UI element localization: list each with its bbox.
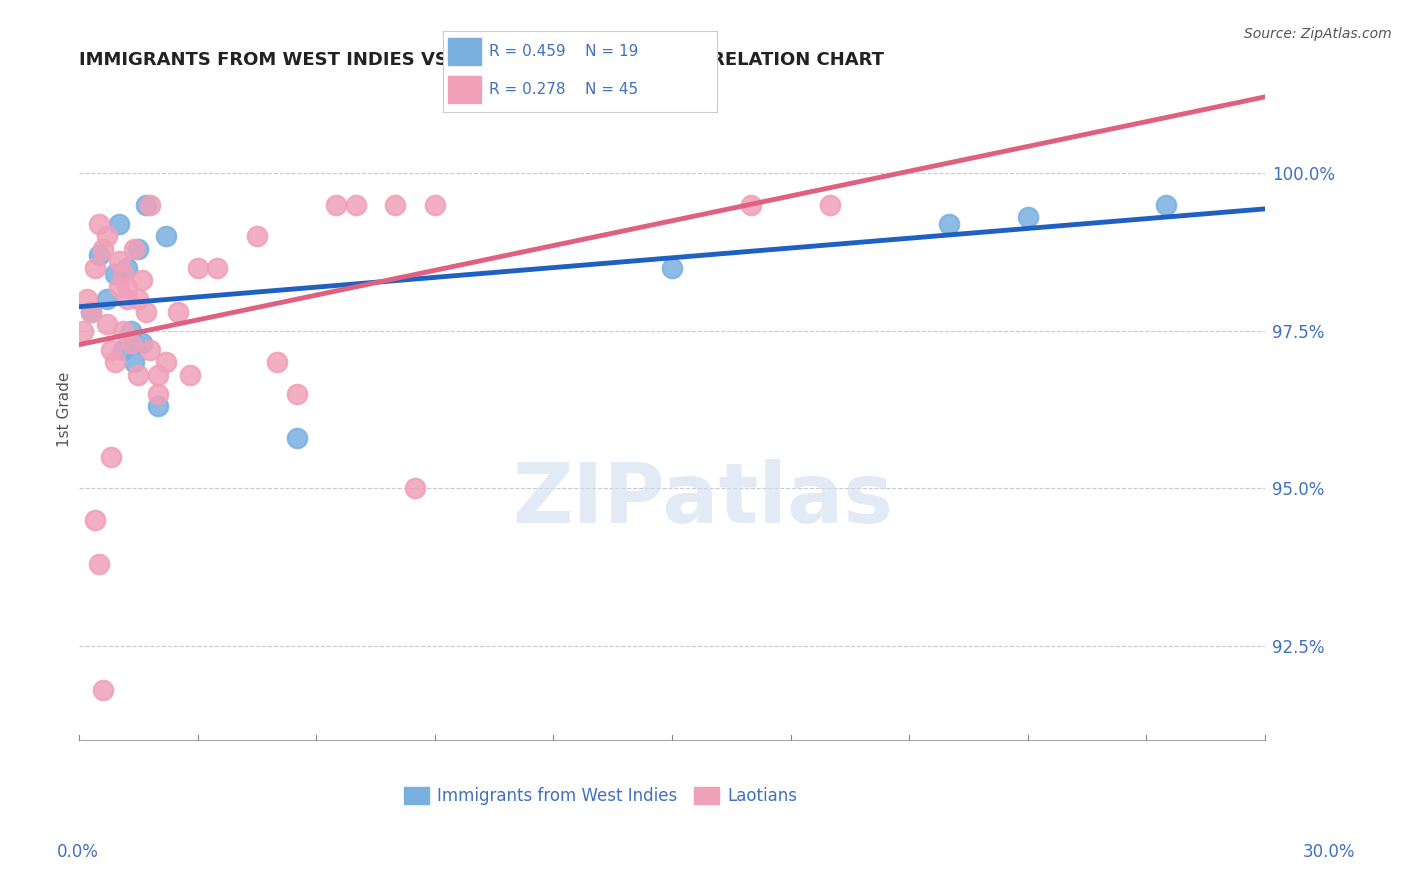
Text: ZIPatlas: ZIPatlas [513,459,893,540]
Point [423,197,446,211]
Point [124,355,146,369]
Point [80,305,103,319]
Point [661,260,683,275]
Point [135,197,157,211]
Point [131,273,153,287]
Point [818,197,841,211]
Point [72,324,94,338]
Point [146,400,169,414]
Point [344,197,367,211]
Point [111,343,134,357]
Point [107,254,129,268]
Text: 0.0%: 0.0% [56,843,98,861]
Point [131,336,153,351]
Point [120,336,142,351]
Legend: Immigrants from West Indies, Laotians: Immigrants from West Indies, Laotians [398,780,804,812]
Point [404,481,426,495]
Point [115,279,138,293]
Point [179,368,201,382]
Point [91,683,114,698]
Point [104,267,127,281]
Point [91,242,114,256]
Point [266,355,288,369]
Point [111,324,134,338]
Point [246,229,269,244]
Point [124,242,146,256]
Point [207,260,229,275]
Point [87,248,110,262]
Point [115,260,138,275]
Point [127,368,149,382]
Text: Source: ZipAtlas.com: Source: ZipAtlas.com [1244,27,1392,41]
Point [96,229,118,244]
Point [84,513,107,527]
Point [139,343,162,357]
Point [1017,211,1039,225]
Point [100,343,122,357]
Point [285,431,308,445]
Point [127,292,149,306]
Text: 30.0%: 30.0% [1302,843,1355,861]
Point [111,267,134,281]
Text: R = 0.459    N = 19: R = 0.459 N = 19 [489,44,638,59]
Point [120,324,142,338]
Point [1154,197,1177,211]
Point [135,305,157,319]
Point [167,305,190,319]
Point [384,197,406,211]
Point [107,217,129,231]
Point [285,386,308,401]
Point [87,217,110,231]
Text: IMMIGRANTS FROM WEST INDIES VS LAOTIAN 1ST GRADE CORRELATION CHART: IMMIGRANTS FROM WEST INDIES VS LAOTIAN 1… [79,51,884,69]
Point [76,292,98,306]
Point [104,355,127,369]
Point [146,368,169,382]
Point [187,260,209,275]
Text: R = 0.278    N = 45: R = 0.278 N = 45 [489,82,638,97]
Point [155,229,177,244]
Point [80,305,103,319]
Point [155,355,177,369]
Bar [449,76,481,103]
Point [87,557,110,571]
Point [84,260,107,275]
Point [107,279,129,293]
Y-axis label: 1st Grade: 1st Grade [58,372,72,447]
Point [115,292,138,306]
Point [325,197,347,211]
Bar [449,37,481,65]
Point [127,242,149,256]
Point [146,386,169,401]
Point [938,217,960,231]
Point [96,318,118,332]
Point [96,292,118,306]
Point [139,197,162,211]
Point [100,450,122,464]
Point [740,197,762,211]
